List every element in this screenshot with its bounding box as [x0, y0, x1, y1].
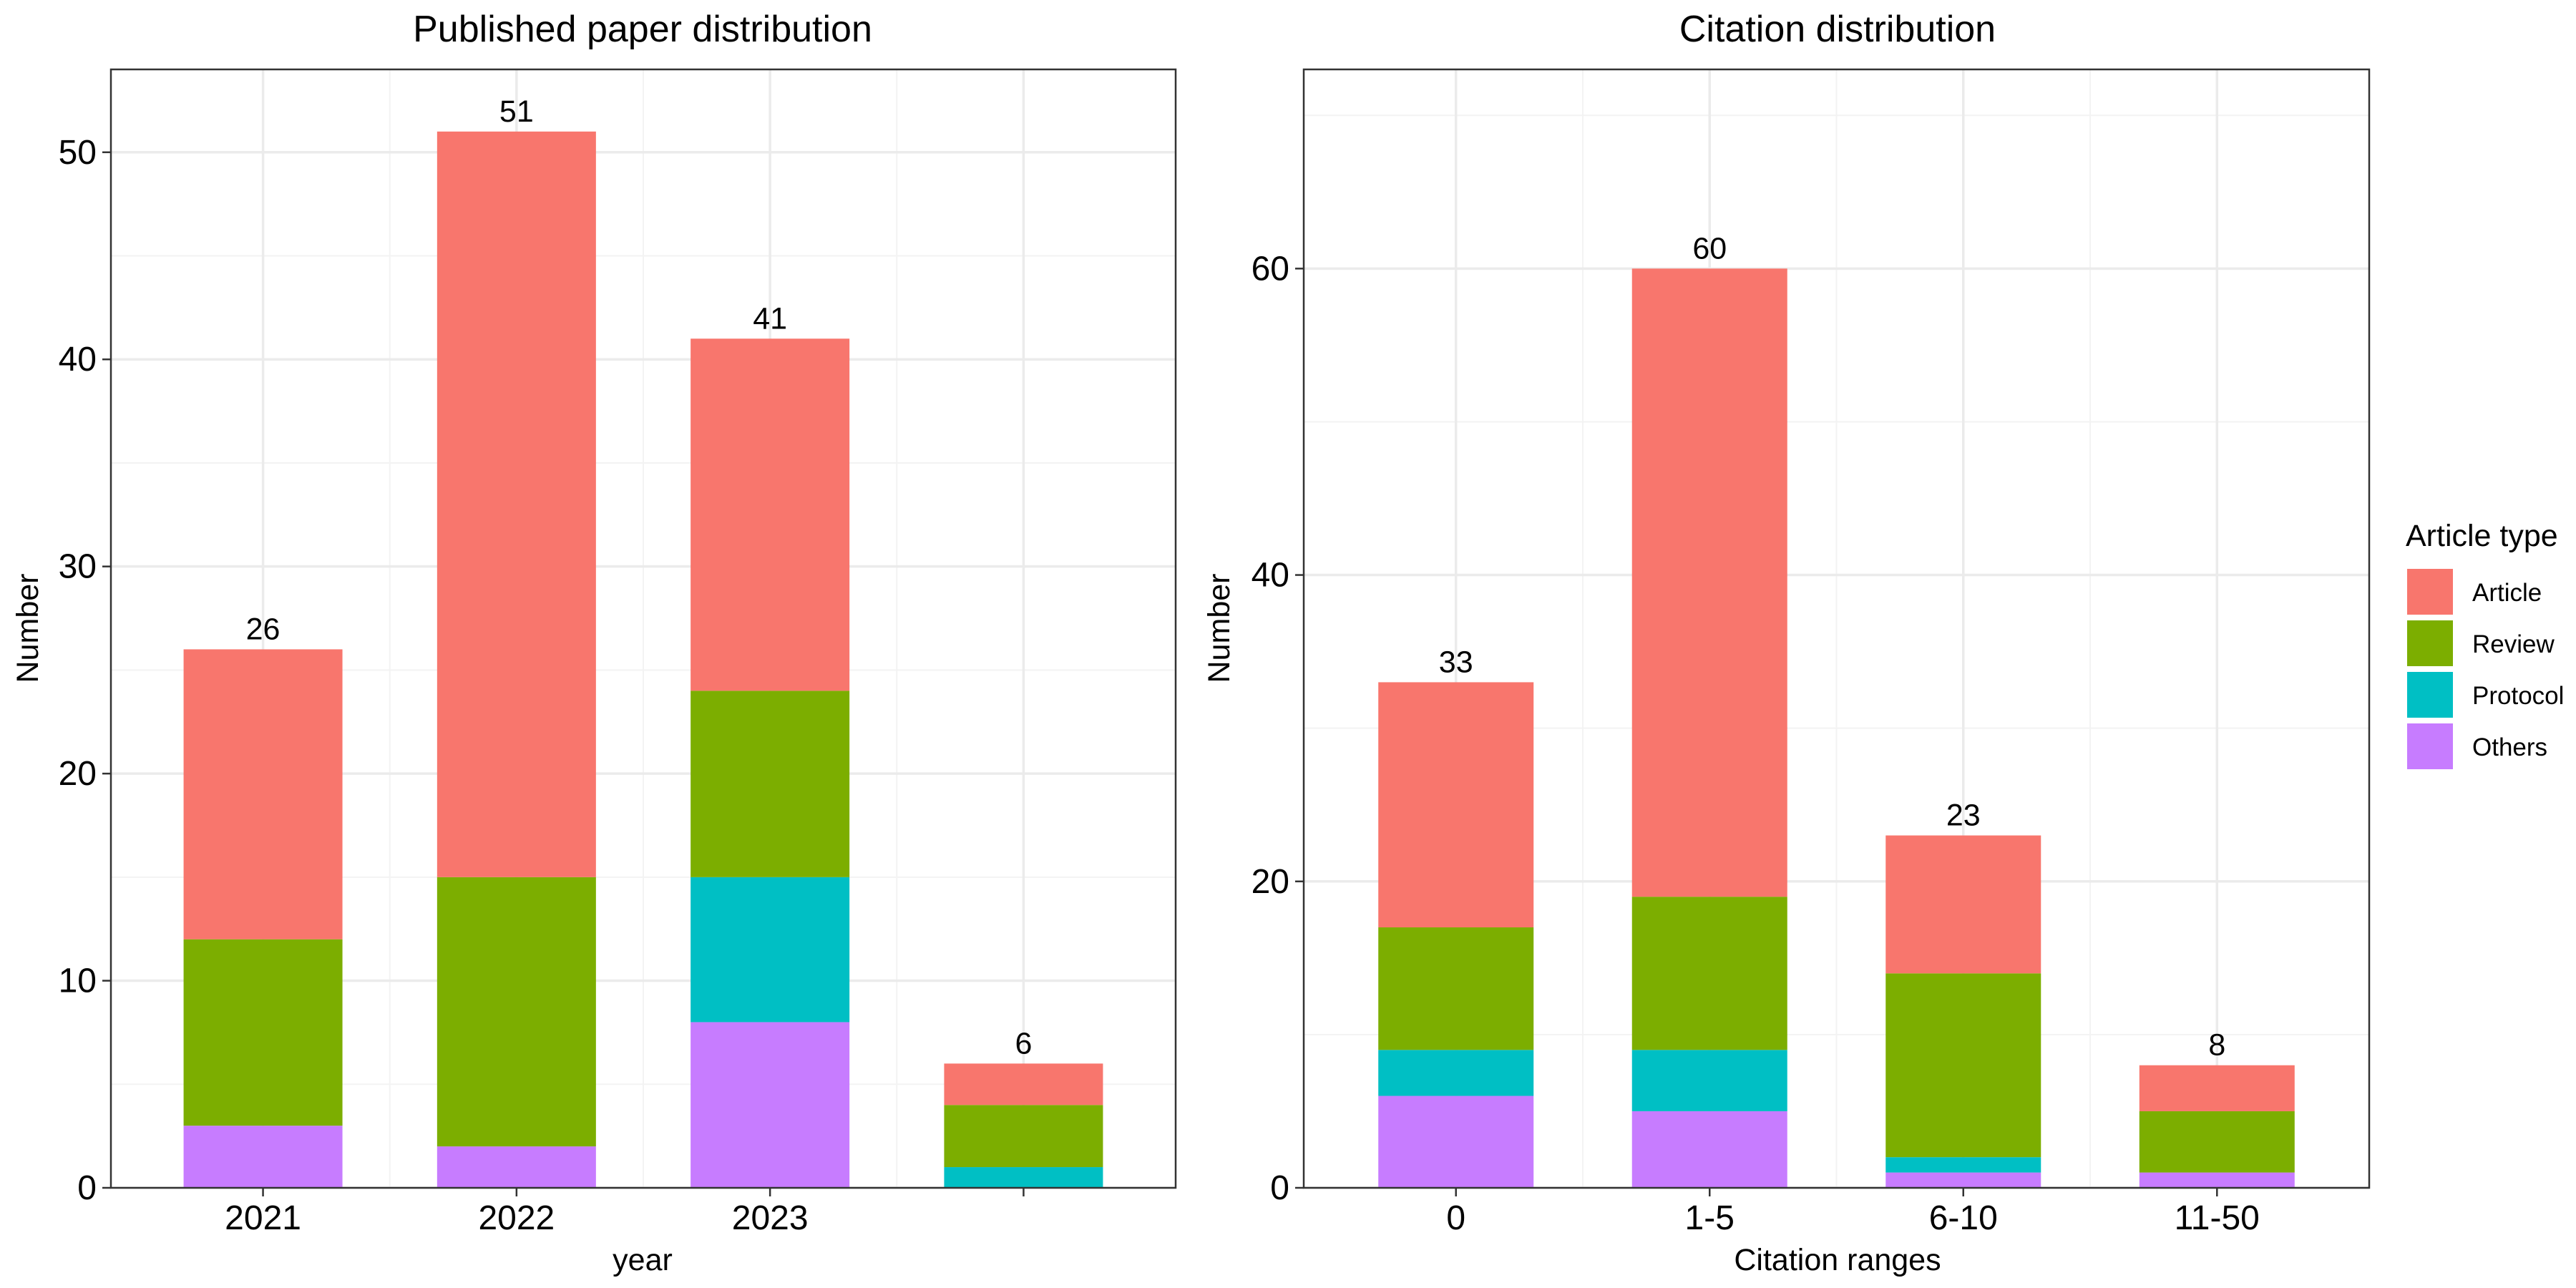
- legend-label-others: Others: [2472, 733, 2547, 761]
- bar-segment-article: [691, 338, 850, 691]
- bar-segment-protocol: [944, 1167, 1103, 1188]
- plot-border: [109, 68, 1177, 1189]
- y-tick-label: 40: [1252, 557, 1289, 595]
- bar-segment-review: [436, 877, 596, 1147]
- bar-segment-article: [1885, 835, 2041, 974]
- bar-segment-review: [1885, 973, 2041, 1158]
- chart-citations: Citation distribution Number Citation ra…: [1202, 9, 2371, 1277]
- bar-segment-review: [183, 939, 343, 1126]
- legend-swatch-others: [2407, 723, 2453, 769]
- data-label: 51: [499, 94, 534, 129]
- x-axis-title: Citation ranges: [1734, 1243, 1941, 1277]
- chart-title: Published paper distribution: [413, 9, 872, 50]
- x-tick-label: 1-5: [1685, 1199, 1735, 1237]
- bar-segment-article: [944, 1063, 1103, 1106]
- x-axis: 2021 2022 2023: [225, 1188, 1025, 1237]
- y-axis-title: Number: [1202, 574, 1236, 683]
- legend-title: Article type: [2406, 519, 2558, 553]
- bar-segment-review: [1631, 897, 1787, 1050]
- data-label: 33: [1439, 645, 1473, 679]
- y-axis: 0 10 20 30 40 50: [59, 134, 111, 1207]
- legend-item-others: Others: [2407, 723, 2547, 769]
- bar-segment-others: [2139, 1172, 2295, 1188]
- y-axis-title: Number: [11, 574, 45, 683]
- bar-segment-others: [1631, 1111, 1787, 1188]
- x-axis-title: year: [613, 1243, 673, 1277]
- data-label: 23: [1946, 799, 1981, 833]
- chart-published-papers: Published paper distribution Number year…: [11, 9, 1177, 1277]
- bar-segment-review: [2139, 1111, 2295, 1173]
- bar-segment-protocol: [1631, 1050, 1787, 1111]
- bar-segment-review: [944, 1105, 1103, 1168]
- legend-swatch-review: [2407, 620, 2453, 666]
- y-tick-label: 30: [59, 548, 97, 586]
- y-tick-label: 40: [59, 341, 97, 379]
- bar-segment-review: [691, 691, 850, 877]
- bar-segment-others: [691, 1022, 850, 1188]
- bar-segment-protocol: [1378, 1050, 1534, 1096]
- x-tick-label: 0: [1446, 1199, 1465, 1237]
- legend-label-article: Article: [2472, 579, 2542, 607]
- y-tick-label: 0: [77, 1169, 97, 1207]
- bar-segment-article: [1378, 682, 1534, 928]
- legend-swatch-protocol: [2407, 672, 2453, 718]
- bars: 33 60 23 8: [1378, 231, 2295, 1188]
- x-tick-label: 11-50: [2175, 1199, 2260, 1237]
- data-label: 41: [753, 301, 787, 336]
- y-tick-label: 50: [59, 134, 97, 172]
- data-label: 26: [246, 612, 280, 646]
- legend: Article type Article Review Protocol Oth…: [2406, 519, 2564, 769]
- y-tick-label: 20: [59, 755, 97, 793]
- x-tick-label: 2023: [732, 1199, 809, 1237]
- data-label: 6: [1015, 1026, 1032, 1060]
- bar-segment-article: [2139, 1065, 2295, 1111]
- bar-segment-others: [1378, 1096, 1534, 1188]
- bar-segment-article: [183, 649, 343, 940]
- bar-segment-others: [1885, 1172, 2041, 1188]
- y-tick-label: 60: [1252, 250, 1289, 288]
- chart-title: Citation distribution: [1679, 9, 1996, 50]
- bar-segment-others: [436, 1146, 596, 1188]
- bars: 26 51 41 6: [183, 94, 1103, 1188]
- legend-label-protocol: Protocol: [2472, 682, 2564, 710]
- x-tick-label: 2021: [225, 1199, 301, 1237]
- bar-segment-article: [436, 131, 596, 877]
- bar-segment-protocol: [691, 877, 850, 1023]
- data-label: 8: [2208, 1028, 2225, 1063]
- x-axis: 0 1-5 6-10 11-50: [1446, 1188, 2260, 1237]
- bar-segment-others: [183, 1126, 343, 1188]
- legend-item-article: Article: [2407, 569, 2542, 615]
- y-tick-label: 20: [1252, 863, 1289, 901]
- x-tick-label: 6-10: [1929, 1199, 1998, 1237]
- bar-segment-protocol: [1885, 1157, 2041, 1173]
- y-axis: 0 20 40 60: [1252, 250, 1304, 1207]
- data-label: 60: [1692, 231, 1727, 265]
- bar-segment-review: [1378, 927, 1534, 1050]
- legend-swatch-article: [2407, 569, 2453, 615]
- y-tick-label: 0: [1270, 1169, 1289, 1207]
- legend-item-protocol: Protocol: [2407, 672, 2564, 718]
- y-tick-label: 10: [59, 962, 97, 1000]
- bar-segment-article: [1631, 268, 1787, 897]
- legend-item-review: Review: [2407, 620, 2555, 666]
- x-tick-label: 2022: [478, 1199, 555, 1237]
- legend-label-review: Review: [2472, 630, 2555, 658]
- plot-border: [1302, 68, 2371, 1189]
